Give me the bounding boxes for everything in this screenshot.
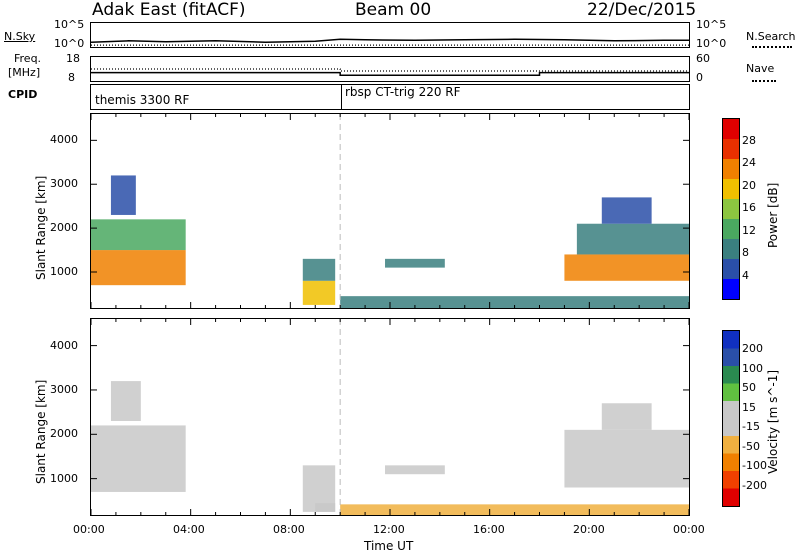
x-tick-label: 00:00 bbox=[673, 523, 705, 536]
colorbar-tick-label: 8 bbox=[742, 246, 749, 259]
cpid-segment-1: themis 3300 RF bbox=[95, 93, 190, 107]
x-tick-label: 08:00 bbox=[273, 523, 305, 536]
x-tick-label: 16:00 bbox=[473, 523, 505, 536]
heatmap-region-0 bbox=[91, 425, 186, 492]
colorbar-tick-label: 100 bbox=[742, 361, 763, 375]
y-tick-label: 4000 bbox=[50, 338, 78, 352]
freq-series bbox=[91, 71, 689, 76]
heatmap-region-6 bbox=[564, 429, 689, 488]
velocity-colorbar-label: Velocity [m s^-1] bbox=[766, 369, 780, 474]
heatmap-region-5 bbox=[385, 465, 445, 475]
heatmap-region-1 bbox=[91, 219, 186, 251]
velocity-panel bbox=[90, 318, 690, 516]
y-tick-label: 2000 bbox=[50, 221, 78, 235]
noise-left-label: N.Sky bbox=[4, 30, 36, 43]
power-colorbar-label: Power [dB] bbox=[766, 182, 780, 248]
heatmap-region-2 bbox=[110, 175, 136, 215]
noise-left-tick-top: 10^5 bbox=[54, 18, 85, 31]
noise-right-label: N.Search bbox=[746, 30, 796, 43]
station-title: Adak East (fitACF) bbox=[92, 0, 246, 20]
cpid-divider bbox=[341, 85, 342, 109]
heatmap-region-7 bbox=[601, 403, 652, 430]
x-tick-label: 12:00 bbox=[373, 523, 405, 536]
x-tick-label: 04:00 bbox=[173, 523, 205, 536]
nsearch-legend-line bbox=[752, 46, 792, 48]
colorbar-tick-label: 24 bbox=[742, 156, 756, 169]
freq-label: Freq. bbox=[14, 52, 42, 65]
heatmap-region-4 bbox=[340, 504, 689, 515]
colorbar-tick-label: -100 bbox=[742, 459, 767, 473]
noise-series-0 bbox=[91, 38, 689, 43]
freq-panel bbox=[90, 56, 690, 82]
nave-label: Nave bbox=[746, 62, 775, 75]
colorbar-tick-label: 15 bbox=[742, 400, 756, 414]
power-heatmap bbox=[91, 114, 689, 308]
time-axis-label: Time UT bbox=[364, 539, 414, 553]
y-tick-label: 4000 bbox=[50, 133, 78, 147]
colorbar-tick-label: 50 bbox=[742, 381, 756, 395]
date-title: 22/Dec/2015 bbox=[587, 0, 697, 20]
heatmap-region-7 bbox=[564, 254, 689, 281]
nave-right-tick-top: 60 bbox=[696, 52, 710, 65]
nave-series bbox=[91, 68, 689, 72]
y-tick-label: 2000 bbox=[50, 427, 78, 441]
heatmap-region-9 bbox=[601, 197, 652, 224]
heatmap-region-4 bbox=[302, 258, 336, 281]
x-tick-label: 20:00 bbox=[573, 523, 605, 536]
beam-title: Beam 00 bbox=[355, 0, 432, 20]
colorbar-tick-label: 16 bbox=[742, 201, 756, 214]
cpid-panel: themis 3300 RF rbsp CT-trig 220 RF bbox=[90, 84, 690, 110]
power-colorbar bbox=[722, 118, 740, 300]
noise-right-tick-top: 10^5 bbox=[696, 18, 727, 31]
noise-left-tick-bottom: 10^0 bbox=[54, 37, 85, 50]
y-tick-label: 1000 bbox=[50, 471, 78, 485]
freq-unit-label: [MHz] bbox=[8, 66, 41, 79]
heatmap-region-1 bbox=[110, 381, 141, 421]
heatmap-region-3 bbox=[315, 503, 336, 512]
y-tick-label: 3000 bbox=[50, 177, 78, 191]
cpid-segment-2: rbsp CT-trig 220 RF bbox=[345, 85, 461, 99]
freq-left-tick-bottom: 8 bbox=[68, 71, 75, 84]
colorbar-tick-label: 12 bbox=[742, 223, 756, 237]
colorbar-tick-label: 28 bbox=[742, 133, 756, 147]
colorbar-tick-label: -200 bbox=[742, 478, 767, 492]
heatmap-region-0 bbox=[91, 250, 186, 286]
colorbar-tick-label: -15 bbox=[742, 420, 760, 434]
velocity-colorbar bbox=[722, 330, 740, 507]
nave-legend-line bbox=[752, 80, 776, 82]
y-tick-label: 1000 bbox=[50, 265, 78, 278]
velocity-heatmap bbox=[91, 319, 689, 515]
colorbar-tick-label: 20 bbox=[742, 178, 756, 192]
heatmap-region-8 bbox=[576, 223, 689, 255]
colorbar-tick-label: 200 bbox=[742, 342, 763, 356]
velocity-ylabel: Slant Range [km] bbox=[34, 379, 48, 484]
noise-plot bbox=[91, 38, 689, 46]
noise-panel bbox=[90, 22, 690, 48]
heatmap-region-6 bbox=[385, 258, 445, 268]
colorbar-tick-label: -50 bbox=[742, 439, 760, 453]
y-tick-label: 3000 bbox=[50, 383, 78, 396]
freq-plot bbox=[91, 68, 689, 76]
nave-right-tick-bottom: 0 bbox=[696, 71, 703, 84]
freq-left-tick-top: 18 bbox=[66, 52, 80, 65]
colorbar-tick-label: 4 bbox=[742, 268, 749, 282]
power-ylabel: Slant Range [km] bbox=[34, 175, 48, 280]
heatmap-region-3 bbox=[302, 280, 336, 305]
power-panel bbox=[90, 113, 690, 309]
heatmap-region-5 bbox=[340, 296, 689, 308]
noise-right-tick-bottom: 10^0 bbox=[696, 37, 727, 50]
x-tick-label: 00:00 bbox=[73, 523, 105, 536]
cpid-label: CPID bbox=[8, 88, 38, 101]
